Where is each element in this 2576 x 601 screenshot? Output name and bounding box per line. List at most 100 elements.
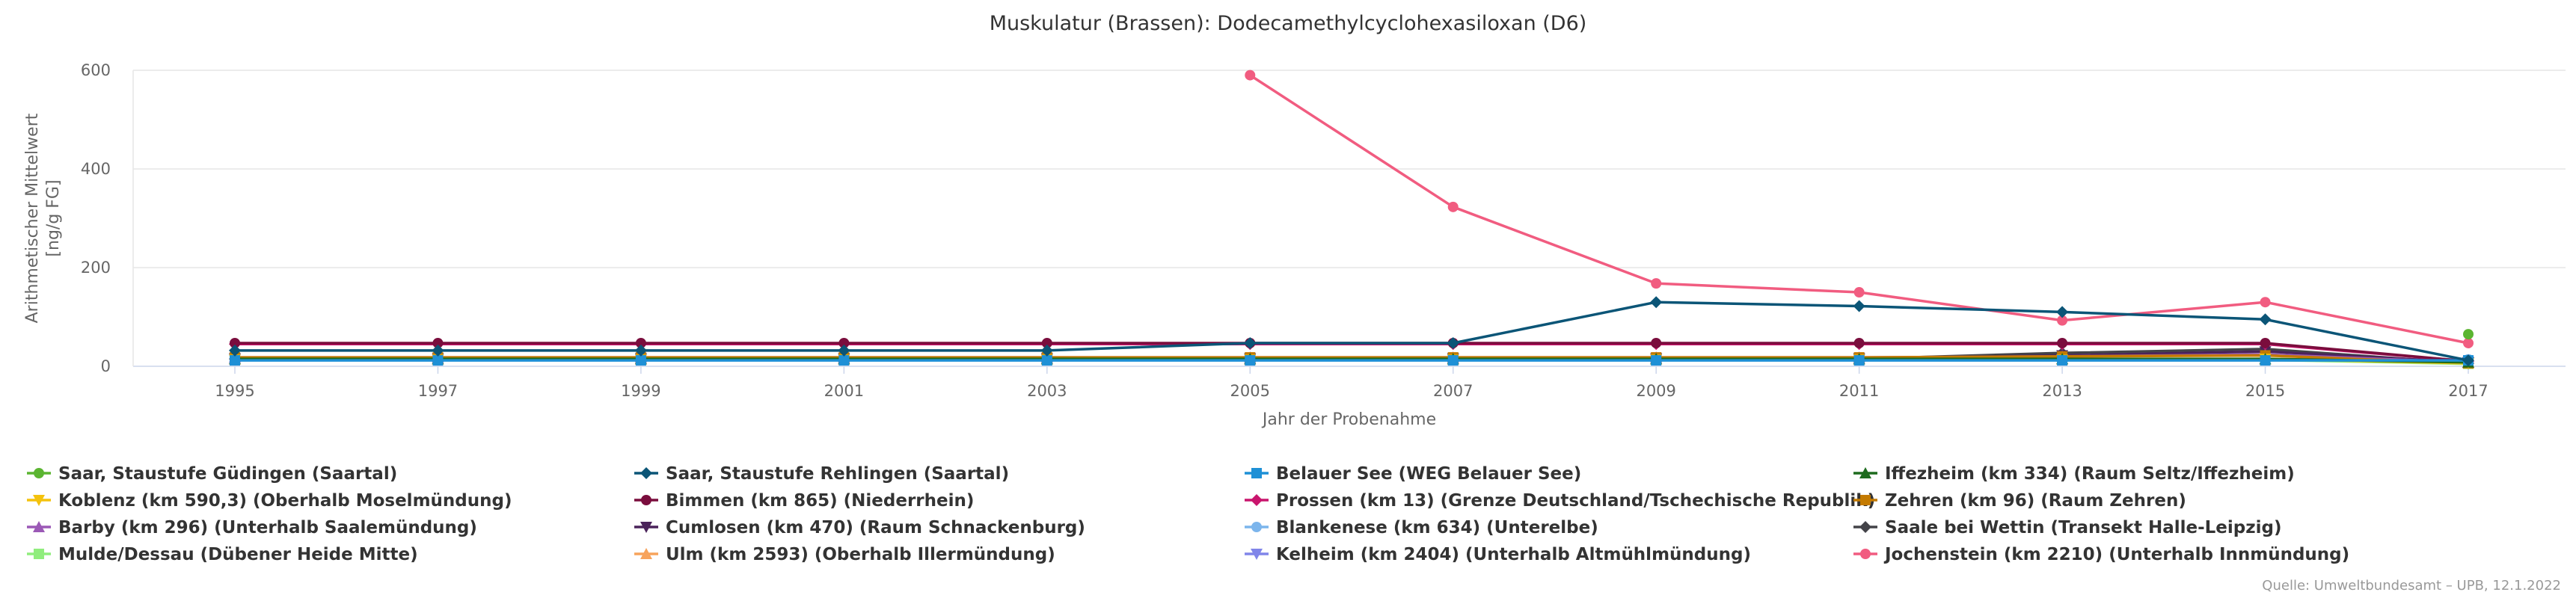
series-2 [229, 296, 2474, 367]
data-point [2260, 355, 2271, 366]
legend-item[interactable]: Iffezheim (km 334) (Raum Seltz/Iffezheim… [1853, 464, 2295, 484]
data-point [2260, 297, 2271, 308]
legend-label: Prossen (km 13) (Grenze Deutschland/Tsch… [1276, 491, 1875, 511]
legend-marker [1251, 549, 1263, 560]
legend-marker [1859, 467, 1871, 478]
data-point [838, 344, 850, 357]
legend-marker [34, 549, 44, 559]
x-tick-label: 2009 [1636, 382, 1675, 400]
legend-item[interactable]: Prossen (km 13) (Grenze Deutschland/Tsch… [1245, 491, 1875, 511]
y-tick-label: 200 [81, 259, 111, 277]
data-point [1041, 337, 1052, 348]
source-credit: Quelle: Umweltbundesamt – UPB, 12.1.2022 [2262, 578, 2561, 594]
data-point [1447, 355, 1459, 366]
legend-item[interactable]: Koblenz (km 590,3) (Oberhalb Moselmündun… [27, 491, 512, 511]
data-point [838, 355, 850, 366]
series-line [235, 300, 2469, 362]
data-point [1245, 355, 1256, 366]
data-point [432, 344, 444, 357]
series-layer [229, 70, 2474, 370]
series-1 [2463, 329, 2474, 340]
legend-item[interactable]: Jochenstein (km 2210) (Unterhalb Innmünd… [1853, 545, 2349, 564]
data-point [1651, 278, 1662, 289]
legend-label: Bimmen (km 865) (Niederrhein) [666, 491, 974, 511]
x-tick-label: 2017 [2448, 382, 2488, 400]
series-line [235, 357, 2469, 364]
legend-label: Kelheim (km 2404) (Unterhalb Altmühlmünd… [1276, 545, 1751, 564]
y-axis-title: Arithmetischer Mittelwert [ng/g FG] [23, 113, 63, 323]
x-tick-label: 1997 [418, 382, 458, 400]
data-point [1651, 337, 1662, 348]
legend-marker [1251, 494, 1263, 506]
data-point [2260, 337, 2271, 348]
legend-marker [640, 522, 652, 533]
legend-marker [1251, 522, 1262, 532]
chart-title: Muskulatur (Brassen): Dodecamethylcycloh… [990, 12, 1587, 35]
x-axis-title: Jahr der Probenahme [1261, 410, 1436, 429]
y-tick-label: 600 [81, 61, 111, 79]
legend-item[interactable]: Saar, Staustufe Rehlingen (Saartal) [634, 464, 1009, 484]
data-point [2057, 337, 2068, 348]
legend-marker [34, 468, 44, 478]
x-tick-label: 2007 [1433, 382, 1473, 400]
data-point [1650, 296, 1663, 309]
data-point [2056, 306, 2069, 318]
legend-item[interactable]: Blankenese (km 634) (Unterelbe) [1245, 518, 1598, 537]
data-point [2463, 337, 2474, 348]
series-line [235, 354, 2469, 365]
legend-label: Mulde/Dessau (Dübener Heide Mitte) [58, 545, 418, 564]
data-point [1853, 287, 1865, 298]
x-tick-label: 2013 [2042, 382, 2082, 400]
legend-label: Saale bei Wettin (Transekt Halle-Leipzig… [1885, 518, 2281, 537]
legend-marker [1859, 521, 1871, 533]
x-tick-label: 1999 [621, 382, 660, 400]
legend-item[interactable]: Bimmen (km 865) (Niederrhein) [634, 491, 974, 511]
legend-marker [1251, 468, 1262, 478]
legend-item[interactable]: Belauer See (WEG Belauer See) [1245, 464, 1581, 484]
data-point [230, 337, 240, 348]
legend-label: Zehren (km 96) (Raum Zehren) [1885, 491, 2186, 511]
legend-item[interactable]: Zehren (km 96) (Raum Zehren) [1853, 491, 2186, 511]
legend-item[interactable]: Mulde/Dessau (Dübener Heide Mitte) [27, 545, 418, 564]
legend-item[interactable]: Barby (km 296) (Unterhalb Saalemündung) [27, 518, 477, 537]
legend-label: Blankenese (km 634) (Unterelbe) [1276, 518, 1598, 537]
data-point [635, 337, 646, 348]
legend-item[interactable]: Ulm (km 2593) (Oberhalb Illermündung) [634, 545, 1055, 564]
x-tick-label: 2003 [1027, 382, 1067, 400]
data-point [1244, 336, 1257, 349]
legend-marker [33, 495, 45, 506]
data-point [838, 337, 850, 348]
legend-item[interactable]: Kelheim (km 2404) (Unterhalb Altmühlmünd… [1245, 545, 1751, 564]
data-point [1447, 201, 1459, 212]
legend-label: Koblenz (km 590,3) (Oberhalb Moselmündun… [58, 491, 512, 511]
data-point [635, 355, 646, 366]
legend-item[interactable]: Cumlosen (km 470) (Raum Schnackenburg) [634, 518, 1085, 537]
data-point [1853, 300, 1865, 312]
data-point [1651, 355, 1662, 366]
legend-label: Barby (km 296) (Unterhalb Saalemündung) [58, 518, 477, 537]
legend-label: Jochenstein (km 2210) (Unterhalb Innmünd… [1883, 545, 2349, 564]
data-point [1853, 337, 1865, 348]
legend-label: Cumlosen (km 470) (Raum Schnackenburg) [666, 518, 1085, 537]
legend-item[interactable]: Saale bei Wettin (Transekt Halle-Leipzig… [1853, 518, 2281, 537]
data-point [1853, 355, 1865, 366]
legend-label: Saar, Staustufe Güdingen (Saartal) [58, 464, 397, 484]
legend-item[interactable]: Saar, Staustufe Güdingen (Saartal) [27, 464, 397, 484]
legend-label: Ulm (km 2593) (Oberhalb Illermündung) [666, 545, 1055, 564]
data-point [1041, 355, 1052, 366]
data-point [2057, 315, 2068, 326]
data-point [230, 355, 240, 366]
legend-marker [1860, 495, 1871, 505]
data-point [2057, 355, 2068, 366]
grid-layer [132, 70, 2566, 367]
x-tick-label: 2005 [1230, 382, 1270, 400]
data-point [432, 337, 444, 348]
legend-label: Iffezheim (km 334) (Raum Seltz/Iffezheim… [1885, 464, 2295, 484]
y-tick-label: 0 [101, 357, 111, 375]
axis-layer: 0 200 400 600 1995 1997 1999 2001 2003 2005 2007 20… [23, 61, 2488, 429]
data-point [1447, 336, 1459, 349]
data-point [1245, 70, 1256, 81]
x-tick-label: 2001 [824, 382, 864, 400]
data-point [2462, 354, 2474, 367]
